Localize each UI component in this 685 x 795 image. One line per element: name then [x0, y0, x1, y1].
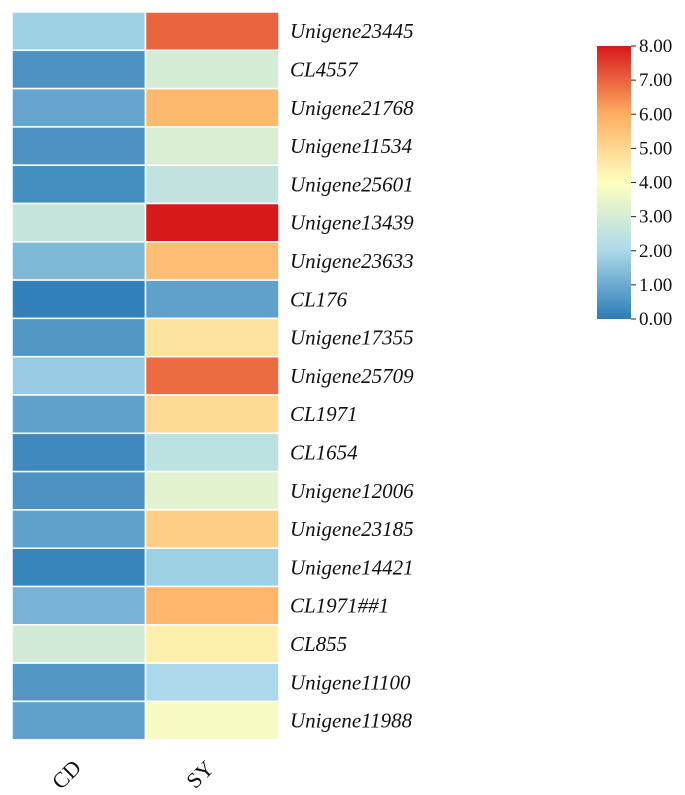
heatmap-cells — [11, 11, 280, 741]
colorbar-ticks: 0.00 1.00 2.00 3.00 4.00 5.00 6.00 7.00 8.00 — [631, 36, 672, 330]
heatmap-cell-cd-cl1971 — [11, 394, 147, 435]
row-label: Unigene11988 — [290, 709, 413, 733]
heatmap-cell-sy-unigene13439 — [144, 202, 280, 243]
heatmap-cell-cd-cl19711 — [11, 585, 147, 626]
heatmap-cell-cd-unigene11534 — [11, 126, 147, 166]
heatmap-cell-sy-unigene25709 — [144, 355, 280, 396]
heatmap-cell-cd-unigene23633 — [11, 241, 147, 281]
heatmap-cell-cd-unigene12006 — [11, 470, 147, 511]
row-label: Unigene23445 — [290, 19, 414, 43]
row-label: CL4557 — [290, 57, 359, 81]
heatmap-cell-cd-cl176 — [11, 279, 147, 320]
heatmap-cell-cd-unigene23185 — [11, 509, 147, 549]
colorbar-tick-label: 2.00 — [639, 241, 672, 262]
row-label: Unigene11100 — [290, 670, 411, 694]
column-labels: CD SY — [47, 755, 219, 794]
colorbar-tick-label: 8.00 — [639, 36, 672, 57]
heatmap-cell-cd-cl855 — [11, 624, 147, 664]
row-label: Unigene23633 — [290, 249, 414, 273]
heatmap-cell-sy-unigene11534 — [144, 126, 280, 166]
colorbar-tick-label: 5.00 — [639, 138, 672, 159]
colorbar-tick-label: 1.00 — [639, 275, 672, 296]
heatmap-cell-sy-cl855 — [144, 624, 280, 664]
row-label: Unigene25601 — [290, 172, 414, 196]
heatmap-cell-cd-cl4557 — [11, 49, 147, 90]
row-label: Unigene11534 — [290, 134, 413, 158]
heatmap-cell-sy-cl19711 — [144, 585, 280, 626]
row-label: Unigene23185 — [290, 517, 414, 541]
row-label: Unigene14421 — [290, 555, 414, 579]
colorbar: 0.00 1.00 2.00 3.00 4.00 5.00 6.00 7.00 8.00 — [597, 36, 672, 330]
heatmap-cell-sy-unigene23185 — [144, 509, 280, 549]
heatmap-cell-sy-cl176 — [144, 279, 280, 320]
row-label: CL1971##1 — [290, 594, 389, 618]
colorbar-gradient — [597, 46, 631, 319]
colorbar-tick-label: 4.00 — [639, 173, 672, 194]
heatmap-cell-cd-unigene17355 — [11, 317, 147, 358]
colorbar-tick-label: 3.00 — [639, 207, 672, 228]
row-labels: Unigene23445 CL4557 Unigene21768 Unigene115… — [290, 19, 414, 732]
heatmap-cell-cd-unigene13439 — [11, 202, 147, 243]
heatmap-cell-sy-unigene25601 — [144, 164, 280, 205]
heatmap-cell-sy-unigene21768 — [144, 87, 280, 128]
heatmap-cell-sy-unigene23445 — [144, 11, 280, 52]
heatmap-cell-sy-cl4557 — [144, 49, 280, 90]
heatmap-cell-sy-cl1654 — [144, 432, 280, 473]
heatmap-cell-cd-unigene11988 — [11, 700, 147, 741]
row-label: CL176 — [290, 287, 348, 311]
heatmap-cell-sy-unigene11100 — [144, 662, 280, 703]
row-label: Unigene13439 — [290, 211, 414, 235]
heatmap-cell-cd-unigene25601 — [11, 164, 147, 205]
row-label: Unigene25709 — [290, 364, 414, 388]
heatmap-cell-cd-unigene11100 — [11, 662, 147, 703]
row-label: Unigene17355 — [290, 326, 414, 350]
heatmap-cell-cd-unigene14421 — [11, 547, 147, 588]
column-label-cd: CD — [47, 755, 86, 794]
heatmap-cell-sy-unigene12006 — [144, 470, 280, 511]
row-label: CL1971 — [290, 402, 358, 426]
heatmap-cell-cd-unigene25709 — [11, 355, 147, 396]
column-label-sy: SY — [181, 756, 219, 794]
colorbar-tick-label: 7.00 — [639, 70, 672, 91]
heatmap-cell-cd-cl1654 — [11, 432, 147, 473]
row-label: CL855 — [290, 632, 347, 656]
row-label: CL1654 — [290, 440, 358, 464]
heatmap-cell-sy-cl1971 — [144, 394, 280, 435]
heatmap-cell-sy-unigene17355 — [144, 317, 280, 358]
heatmap-cell-sy-unigene14421 — [144, 547, 280, 588]
colorbar-tick-label: 0.00 — [639, 309, 672, 330]
row-label: Unigene21768 — [290, 96, 414, 120]
colorbar-tick-label: 6.00 — [639, 104, 672, 125]
heatmap-cell-cd-unigene21768 — [11, 87, 147, 128]
heatmap-cell-sy-unigene11988 — [144, 700, 280, 741]
row-label: Unigene12006 — [290, 479, 414, 503]
heatmap-cell-cd-unigene23445 — [11, 11, 147, 52]
heatmap-cell-sy-unigene23633 — [144, 241, 280, 281]
